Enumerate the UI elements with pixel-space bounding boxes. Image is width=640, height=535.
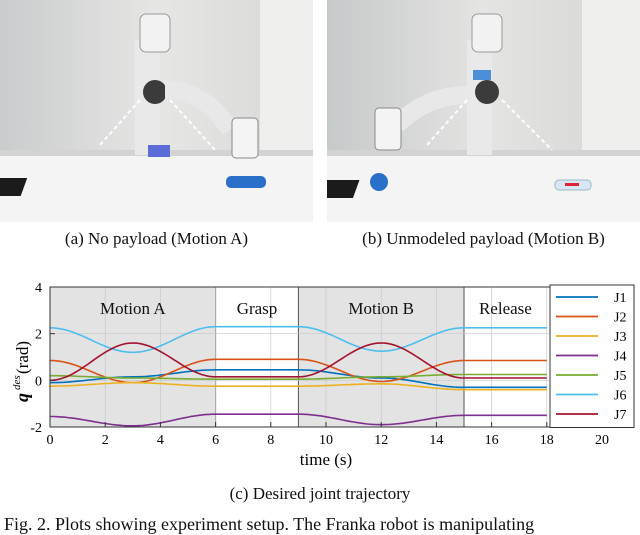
legend-label-j4: J4: [614, 350, 626, 365]
x-tick-label: 12: [374, 433, 388, 448]
phase-shade-0: [50, 287, 216, 427]
legend-label-j5: J5: [614, 369, 626, 384]
x-tick-label: 20: [595, 433, 609, 448]
series-line-j3: [50, 381, 547, 391]
x-tick-label: 14: [429, 433, 443, 448]
series-line-j1: [49, 369, 547, 389]
y-axis-label-superscript: des: [11, 375, 23, 390]
legend-label-j3: J3: [614, 330, 626, 345]
phase-label-2: Motion B: [348, 299, 414, 318]
y-tick-label: 2: [35, 328, 42, 343]
x-tick-label: 18: [540, 433, 554, 448]
series-line-j6: [49, 325, 547, 354]
subcaption-a: (a) No payload (Motion A): [64, 229, 249, 248]
y-axis-label-symbol: q: [12, 393, 32, 402]
subcaption-c: (c) Desired joint trajectory: [229, 484, 411, 503]
x-tick-label: 10: [319, 433, 333, 448]
x-tick-label: 16: [485, 433, 499, 448]
phase-label-1: Grasp: [237, 299, 278, 318]
legend-label-j6: J6: [614, 389, 626, 404]
legend-label-j1: J1: [614, 291, 626, 306]
x-tick-label: 6: [212, 433, 219, 448]
y-tick-label: -2: [30, 421, 42, 436]
y-axis-label-unit: (rad): [13, 341, 32, 374]
joint-trajectory-chart: Motion A Grasp Motion B Release 0 2 4 6 8 10 12 14…: [11, 281, 635, 469]
legend: J1 J2 J3 J4 J5 J6 J7: [549, 284, 635, 428]
y-tick-label: 4: [35, 281, 42, 296]
subcaption-b: (b) Unmodeled payload (Motion B): [362, 229, 605, 248]
series-line-j7: [49, 342, 547, 382]
x-tick-label: 4: [157, 433, 164, 448]
legend-label-j7: J7: [614, 408, 626, 423]
x-tick-label: 0: [47, 433, 54, 448]
x-tick-label: 2: [102, 433, 109, 448]
x-axis-label: time (s): [300, 450, 352, 469]
series-line-j5: [50, 373, 547, 380]
phase-label-0: Motion A: [100, 299, 166, 318]
legend-label-j2: J2: [614, 311, 626, 326]
photo-no-payload: [0, 0, 313, 222]
y-axis-label: q des (rad): [11, 341, 32, 402]
x-tick-label: 8: [267, 433, 274, 448]
photo-unmodeled-payload: [327, 0, 640, 222]
figure-caption: Fig. 2. Plots showing experiment setup. …: [4, 514, 535, 534]
phase-label-3: Release: [479, 299, 532, 318]
series-line-j4: [50, 413, 547, 427]
y-tick-label: 0: [35, 374, 42, 389]
